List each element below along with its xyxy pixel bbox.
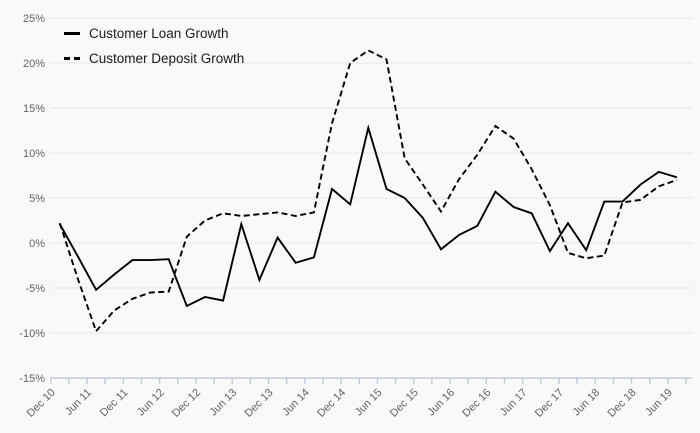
x-tick-label: Dec 12 — [170, 387, 203, 420]
x-tick-label: Dec 10 — [25, 387, 58, 420]
x-tick-label: Jun 19 — [643, 387, 675, 419]
gridlines — [50, 17, 693, 379]
y-tick-label: 15% — [23, 103, 45, 115]
legend-label: Customer Loan Growth — [89, 25, 229, 41]
x-tick-label: Dec 11 — [98, 387, 131, 420]
x-tick-label: Jun 13 — [207, 387, 239, 419]
x-tick-label: Jun 12 — [135, 387, 167, 419]
y-tick-label: 10% — [23, 148, 45, 160]
legend-item-loan-growth: Customer Loan Growth — [64, 24, 244, 42]
y-tick-label: -10% — [19, 328, 45, 340]
x-tick-label: Jun 17 — [498, 387, 530, 419]
deposit-growth-line — [58, 49, 678, 334]
y-tick-label: 25% — [23, 13, 45, 25]
x-tick-label: Dec 14 — [315, 387, 348, 420]
x-tick-label: Jun 11 — [63, 387, 94, 418]
solid-line-swatch-icon — [64, 31, 80, 35]
y-tick-label: 0% — [29, 238, 45, 250]
legend: Customer Loan Growth Customer Deposit Gr… — [64, 24, 244, 67]
x-tick-label: Jun 15 — [353, 387, 385, 419]
legend-item-deposit-growth: Customer Deposit Growth — [64, 49, 244, 67]
y-axis-labels: 25% 20% 15% 10% 5% 0% -5% -10% -15% — [19, 13, 45, 385]
x-tick-label: Jun 14 — [280, 387, 312, 419]
x-tick-label: Dec 13 — [243, 387, 276, 420]
y-tick-label: 20% — [23, 58, 45, 70]
y-tick-label: 5% — [29, 193, 45, 205]
loan-growth-line — [58, 124, 678, 308]
legend-label: Customer Deposit Growth — [89, 50, 245, 66]
y-tick-label: -5% — [25, 283, 45, 295]
x-tick-label: Jun 18 — [571, 387, 603, 419]
x-tick-label: Dec 18 — [606, 387, 639, 420]
y-tick-label: -15% — [19, 373, 45, 385]
dashed-line-swatch-icon — [64, 56, 80, 60]
x-tick-label: Dec 17 — [533, 387, 566, 420]
x-axis-labels: Dec 10 Jun 11 Dec 11 Jun 12 Dec 12 Jun 13 Dec … — [25, 387, 675, 420]
x-tick-label: Jun 16 — [425, 387, 457, 419]
x-tick-label: Dec 15 — [388, 387, 421, 420]
x-axis — [50, 377, 691, 384]
x-tick-label: Dec 16 — [460, 387, 493, 420]
